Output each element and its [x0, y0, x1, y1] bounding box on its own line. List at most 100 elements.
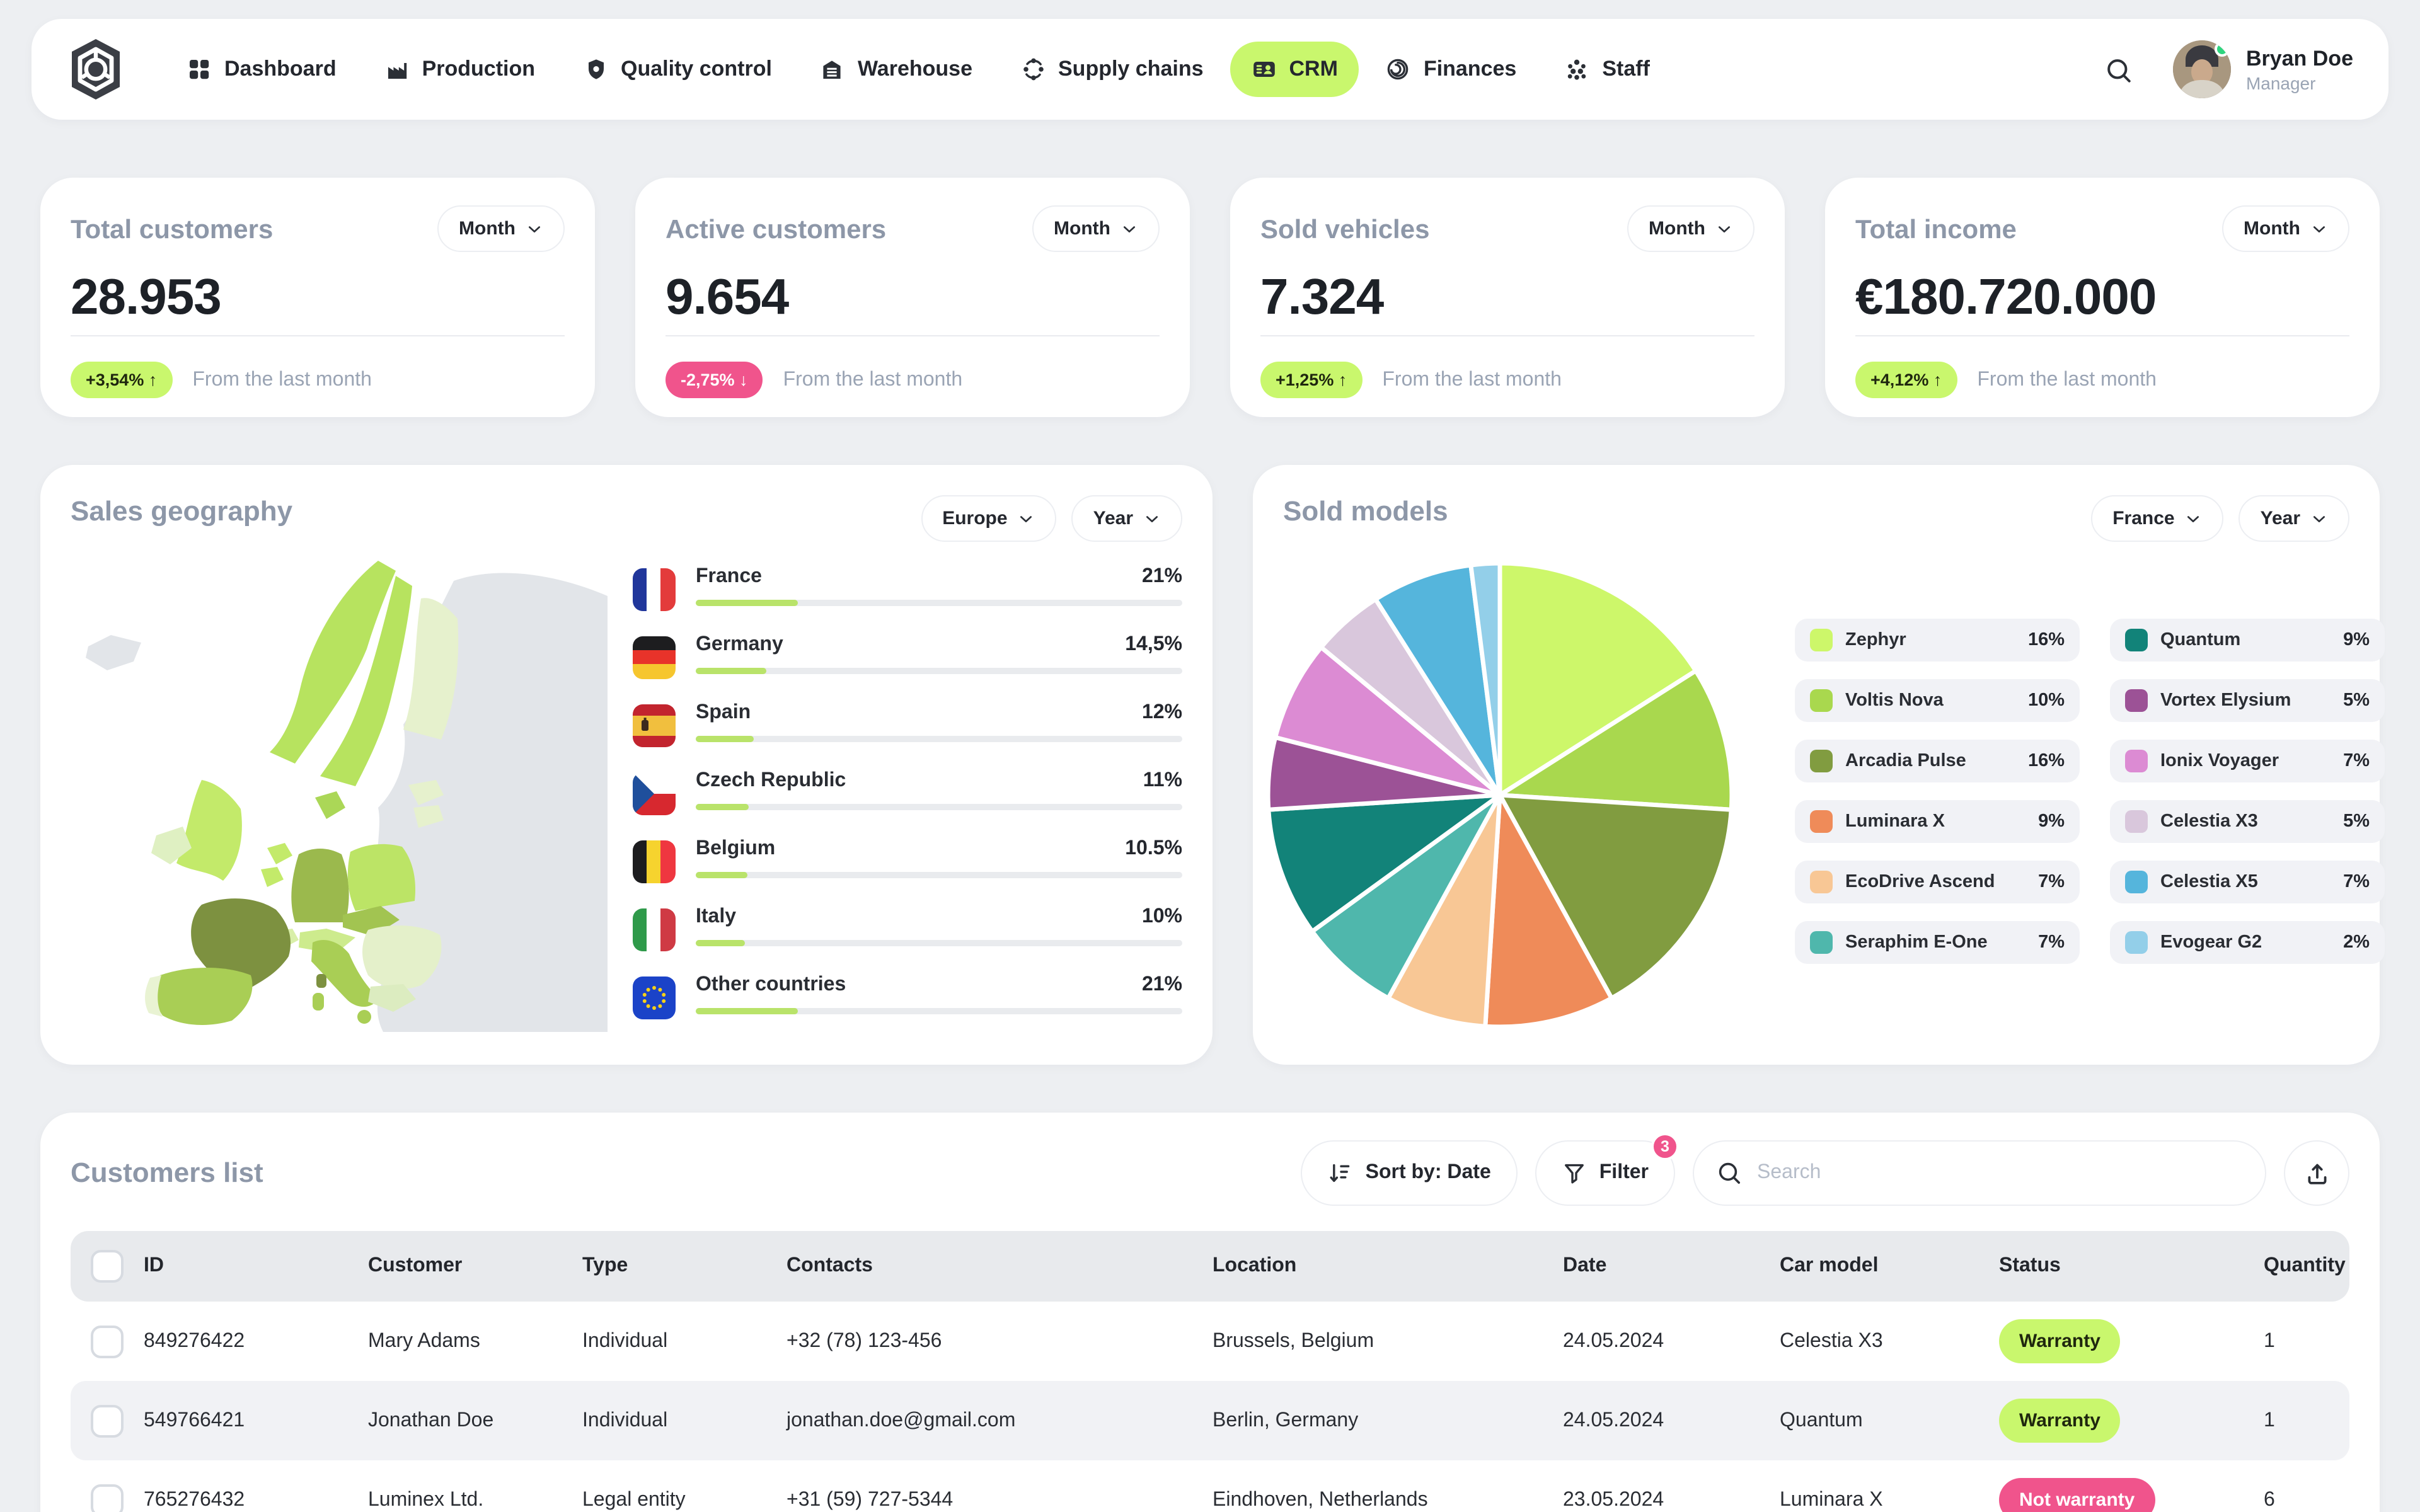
table-row[interactable]: 849276422 Mary Adams Individual +32 (78)…: [71, 1302, 2349, 1381]
pie-slice[interactable]: [1386, 793, 1502, 1029]
legend-label: Seraphim E-One: [1845, 932, 1988, 953]
pie-slice[interactable]: [1497, 561, 1698, 798]
chevron-down-icon: [1143, 510, 1161, 527]
sold-models-title: Sold models: [1283, 495, 1448, 527]
pie-slice[interactable]: [1373, 563, 1502, 798]
sort-button[interactable]: Sort by: Date: [1301, 1140, 1518, 1206]
chevron-down-icon: [1018, 510, 1035, 527]
row-checkbox[interactable]: [91, 1484, 124, 1512]
filter-button[interactable]: Filter 3: [1535, 1133, 1679, 1206]
country-percent: 10%: [1141, 906, 1182, 927]
nav-item[interactable]: Supply chains: [999, 42, 1225, 97]
nav-item[interactable]: Finances: [1364, 42, 1538, 97]
filter-count-badge: 3: [1651, 1133, 1679, 1160]
legend-label: EcoDrive Ascend: [1845, 872, 1995, 892]
nav-item[interactable]: CRM: [1230, 42, 1359, 97]
legend-swatch: [2125, 931, 2148, 954]
column-header[interactable]: ID: [144, 1255, 164, 1276]
country-row[interactable]: Czech Republic 11%: [633, 770, 1182, 825]
period-dropdown[interactable]: Month: [437, 205, 565, 252]
country-row[interactable]: Spain 12%: [633, 702, 1182, 757]
legend-item[interactable]: Ionix Voyager 7%: [2110, 740, 2385, 782]
country-dropdown[interactable]: France: [2091, 495, 2224, 542]
nav-item[interactable]: Warehouse: [798, 42, 994, 97]
company-logo-icon[interactable]: [67, 38, 125, 101]
export-icon: [2303, 1160, 2330, 1186]
column-header[interactable]: Status: [1999, 1255, 2061, 1276]
cell-id: 549766421: [144, 1409, 245, 1431]
stat-title: Total income: [1855, 215, 2017, 244]
progress-track: [696, 1008, 1182, 1014]
chevron-down-icon: [526, 220, 543, 238]
period-dropdown[interactable]: Month: [1627, 205, 1754, 252]
column-header[interactable]: Date: [1563, 1255, 1607, 1276]
legend-item[interactable]: EcoDrive Ascend 7%: [1795, 861, 2080, 903]
status-badge: Warranty: [1999, 1399, 2121, 1443]
table-row[interactable]: 549766421 Jonathan Doe Individual jonath…: [71, 1381, 2349, 1460]
cell-location: Berlin, Germany: [1213, 1409, 1359, 1431]
country-row[interactable]: Belgium 10.5%: [633, 838, 1182, 893]
europe-choropleth-map[interactable]: [53, 538, 608, 1032]
column-header[interactable]: Quantity: [2264, 1255, 2346, 1276]
legend-item[interactable]: Voltis Nova 10%: [1795, 679, 2080, 722]
legend-swatch: [1810, 931, 1833, 954]
column-header[interactable]: Customer: [368, 1255, 463, 1276]
user-menu[interactable]: Bryan Doe Manager: [2172, 40, 2353, 98]
legend-item[interactable]: Seraphim E-One 7%: [1795, 921, 2080, 964]
legend-item[interactable]: Celestia X5 7%: [2110, 861, 2385, 903]
pie-slice[interactable]: [1266, 793, 1502, 934]
legend-item[interactable]: Luminara X 9%: [1795, 800, 2080, 843]
nav-item-label: Quality control: [621, 57, 772, 81]
select-all-checkbox[interactable]: [91, 1250, 124, 1283]
country-row[interactable]: Italy 10%: [633, 906, 1182, 961]
nav-item[interactable]: Production: [363, 42, 556, 97]
search-button[interactable]: [2092, 44, 2143, 94]
country-name: Italy: [696, 906, 737, 927]
legend-item[interactable]: Evogear G2 2%: [2110, 921, 2385, 964]
region-dropdown[interactable]: Europe: [921, 495, 1057, 542]
country-row[interactable]: France 21%: [633, 566, 1182, 621]
pie-slice[interactable]: [1483, 793, 1614, 1029]
legend-swatch: [2125, 629, 2148, 651]
column-header[interactable]: Contacts: [786, 1255, 873, 1276]
legend-item[interactable]: Celestia X3 5%: [2110, 800, 2385, 843]
legend-item[interactable]: Vortex Elysium 5%: [2110, 679, 2385, 722]
sold-models-pie-chart[interactable]: [1260, 556, 1739, 1034]
legend-item[interactable]: Quantum 9%: [2110, 619, 2385, 662]
period-dropdown[interactable]: Year: [1071, 495, 1182, 542]
delta-badge: -2,75% ↓: [666, 362, 763, 398]
pie-slice[interactable]: [1497, 668, 1734, 812]
legend-label: Vortex Elysium: [2160, 690, 2291, 711]
pie-slice[interactable]: [1468, 561, 1502, 798]
period-value: Month: [2244, 218, 2300, 239]
status-badge: Not warranty: [1999, 1478, 2155, 1512]
delta-arrow-icon: ↑: [1338, 370, 1347, 389]
period-dropdown[interactable]: Year: [2238, 495, 2349, 542]
row-checkbox[interactable]: [91, 1404, 124, 1437]
pie-slice[interactable]: [1310, 793, 1502, 1000]
period-dropdown[interactable]: Month: [1032, 205, 1160, 252]
country-flag-icon: [633, 840, 676, 883]
country-flag-icon: [633, 772, 676, 815]
row-checkbox[interactable]: [91, 1325, 124, 1358]
legend-item[interactable]: Zephyr 16%: [1795, 619, 2080, 662]
legend-label: Celestia X3: [2160, 811, 2258, 832]
country-row[interactable]: Germany 14,5%: [633, 634, 1182, 689]
progress-track: [696, 940, 1182, 946]
pie-slice[interactable]: [1497, 793, 1734, 1000]
table-row[interactable]: 765276432 Luminex Ltd. Legal entity +31 …: [71, 1460, 2349, 1512]
pie-slice[interactable]: [1273, 644, 1502, 798]
column-header[interactable]: Type: [582, 1255, 628, 1276]
search-field[interactable]: [1693, 1140, 2266, 1206]
middle-row: Sales geography Europe Year: [40, 465, 2385, 1065]
search-input[interactable]: [1757, 1162, 2242, 1184]
country-row[interactable]: Other countries 21%: [633, 974, 1182, 1029]
nav-item[interactable]: Quality control: [562, 42, 793, 97]
column-header[interactable]: Car model: [1780, 1255, 1879, 1276]
column-header[interactable]: Location: [1213, 1255, 1297, 1276]
nav-item[interactable]: Staff: [1543, 42, 1671, 97]
period-dropdown[interactable]: Month: [2222, 205, 2349, 252]
legend-item[interactable]: Arcadia Pulse 16%: [1795, 740, 2080, 782]
nav-item[interactable]: Dashboard: [165, 42, 358, 97]
export-button[interactable]: [2284, 1140, 2349, 1206]
